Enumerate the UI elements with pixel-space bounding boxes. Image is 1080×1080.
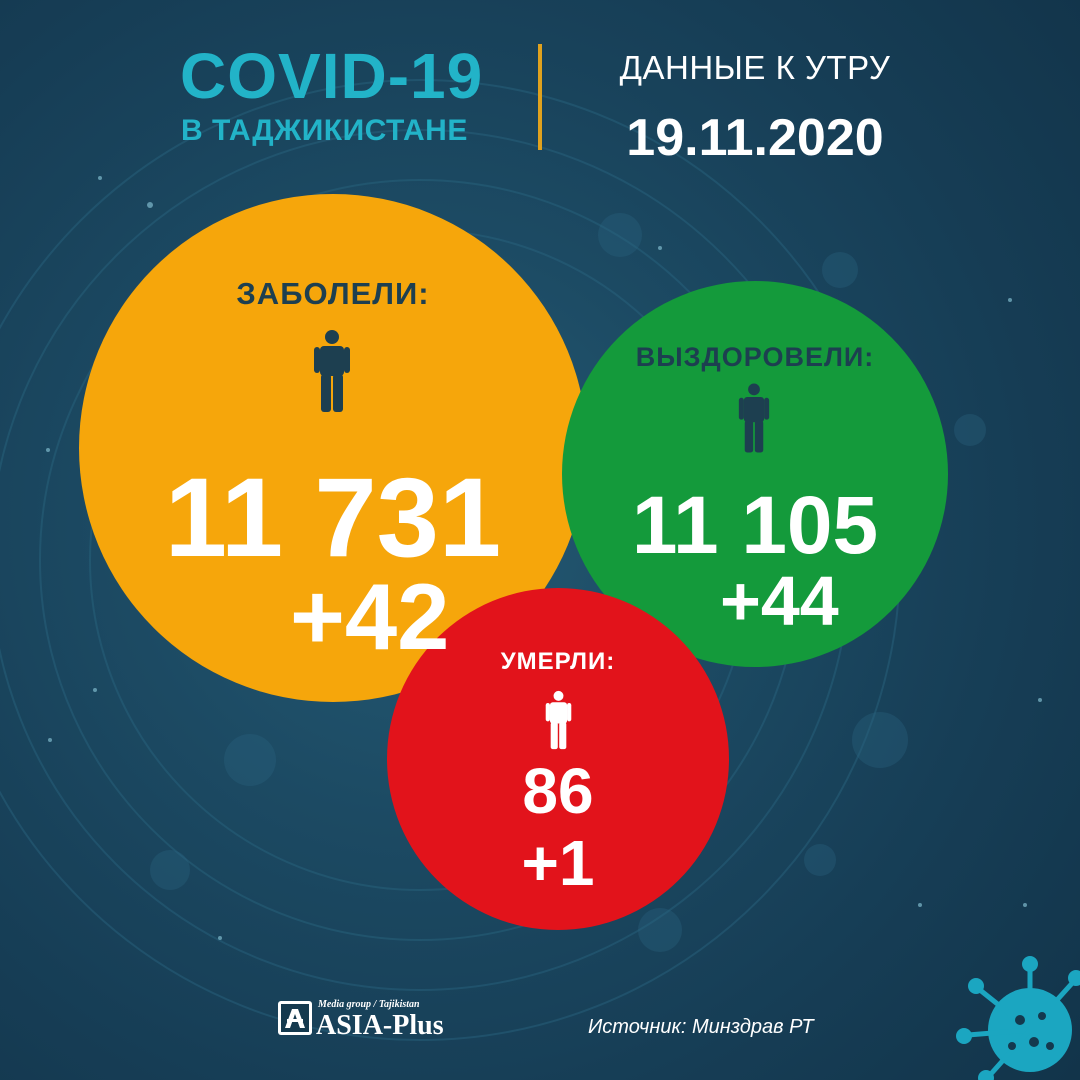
infected-label: ЗАБОЛЕЛИ:: [236, 276, 430, 311]
deaths-label: УМЕРЛИ:: [500, 648, 616, 675]
data-as-of-label: ДАННЫЕ К УТРУ: [619, 49, 891, 86]
header-divider: [538, 44, 542, 150]
logo-mark-icon: [281, 1004, 309, 1032]
virus-icon: [956, 956, 1080, 1080]
deaths-circle: [387, 588, 729, 930]
logo-tagline: Media group / Tajikistan: [318, 999, 420, 1010]
infected-total: 11 731: [164, 455, 502, 580]
page-subtitle: В ТАДЖИКИСТАНЕ: [181, 114, 468, 147]
person-icon: [545, 690, 572, 750]
recovered-increase: +44: [720, 562, 839, 640]
source-note: Источник: Минздрав РТ: [588, 1016, 814, 1038]
person-icon: [314, 330, 350, 412]
person-icon: [738, 383, 770, 453]
asia-plus-logo: Media group / Tajikistan ASIA-Plus: [278, 997, 498, 1043]
report-date: 19.11.2020: [626, 109, 884, 167]
deaths-increase: +1: [521, 827, 595, 899]
infected-increase: +42: [290, 564, 450, 669]
recovered-label: ВЫЗДОРОВЕЛИ:: [635, 342, 875, 372]
deaths-total: 86: [522, 755, 594, 827]
logo-name: ASIA-Plus: [316, 1010, 444, 1041]
page-title: COVID-19: [180, 40, 484, 112]
asia-plus-logo-icon: [278, 1001, 312, 1035]
recovered-total: 11 105: [631, 480, 879, 571]
